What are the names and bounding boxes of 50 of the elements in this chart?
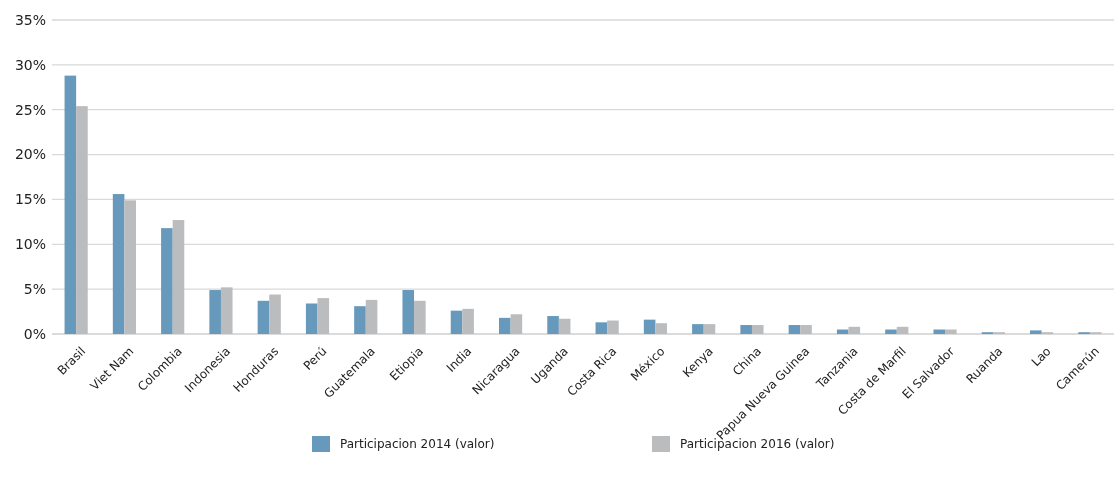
bar bbox=[848, 326, 861, 334]
y-tick-label: 5% bbox=[23, 281, 46, 298]
bar bbox=[836, 329, 849, 334]
bar bbox=[740, 325, 752, 334]
bar bbox=[257, 300, 270, 334]
y-tick-label: 0% bbox=[23, 325, 46, 342]
bar bbox=[751, 325, 764, 334]
y-tick-label: 35% bbox=[14, 11, 46, 28]
bar bbox=[607, 320, 619, 334]
bar bbox=[354, 306, 366, 334]
y-tick-label: 15% bbox=[14, 191, 46, 208]
legend-label: Participacion 2016 (valor) bbox=[680, 437, 835, 452]
bar bbox=[945, 329, 957, 334]
bar bbox=[462, 308, 474, 334]
bar bbox=[450, 310, 463, 334]
bar bbox=[365, 299, 378, 334]
bar bbox=[220, 287, 233, 334]
bar bbox=[703, 324, 716, 334]
legend-label: Participacion 2014 (valor) bbox=[340, 437, 495, 452]
bar bbox=[692, 324, 704, 334]
bar bbox=[402, 290, 415, 334]
bar bbox=[655, 323, 667, 334]
bar bbox=[800, 325, 812, 334]
bar bbox=[933, 329, 946, 334]
bar bbox=[305, 303, 318, 334]
bar bbox=[112, 194, 125, 334]
bar bbox=[788, 325, 801, 334]
bar bbox=[414, 300, 426, 334]
bar bbox=[269, 294, 281, 334]
bar bbox=[172, 220, 185, 334]
bar bbox=[643, 319, 656, 334]
bar bbox=[124, 200, 136, 334]
x-tick-label: Lao bbox=[1028, 344, 1054, 370]
bar bbox=[510, 314, 523, 334]
y-tick-label: 20% bbox=[14, 146, 46, 163]
bar bbox=[558, 318, 571, 334]
bar bbox=[595, 322, 608, 334]
bar bbox=[885, 329, 897, 334]
bar bbox=[161, 228, 173, 334]
bar bbox=[499, 317, 511, 334]
bar bbox=[209, 290, 221, 334]
bar bbox=[317, 298, 330, 334]
y-tick-label: 30% bbox=[14, 56, 46, 73]
y-tick-label: 10% bbox=[14, 236, 46, 253]
bar bbox=[76, 106, 88, 334]
bar bbox=[1030, 330, 1042, 334]
y-tick-label: 25% bbox=[14, 101, 46, 118]
bar bbox=[547, 316, 559, 334]
bar bbox=[64, 75, 77, 334]
bar bbox=[896, 326, 909, 334]
